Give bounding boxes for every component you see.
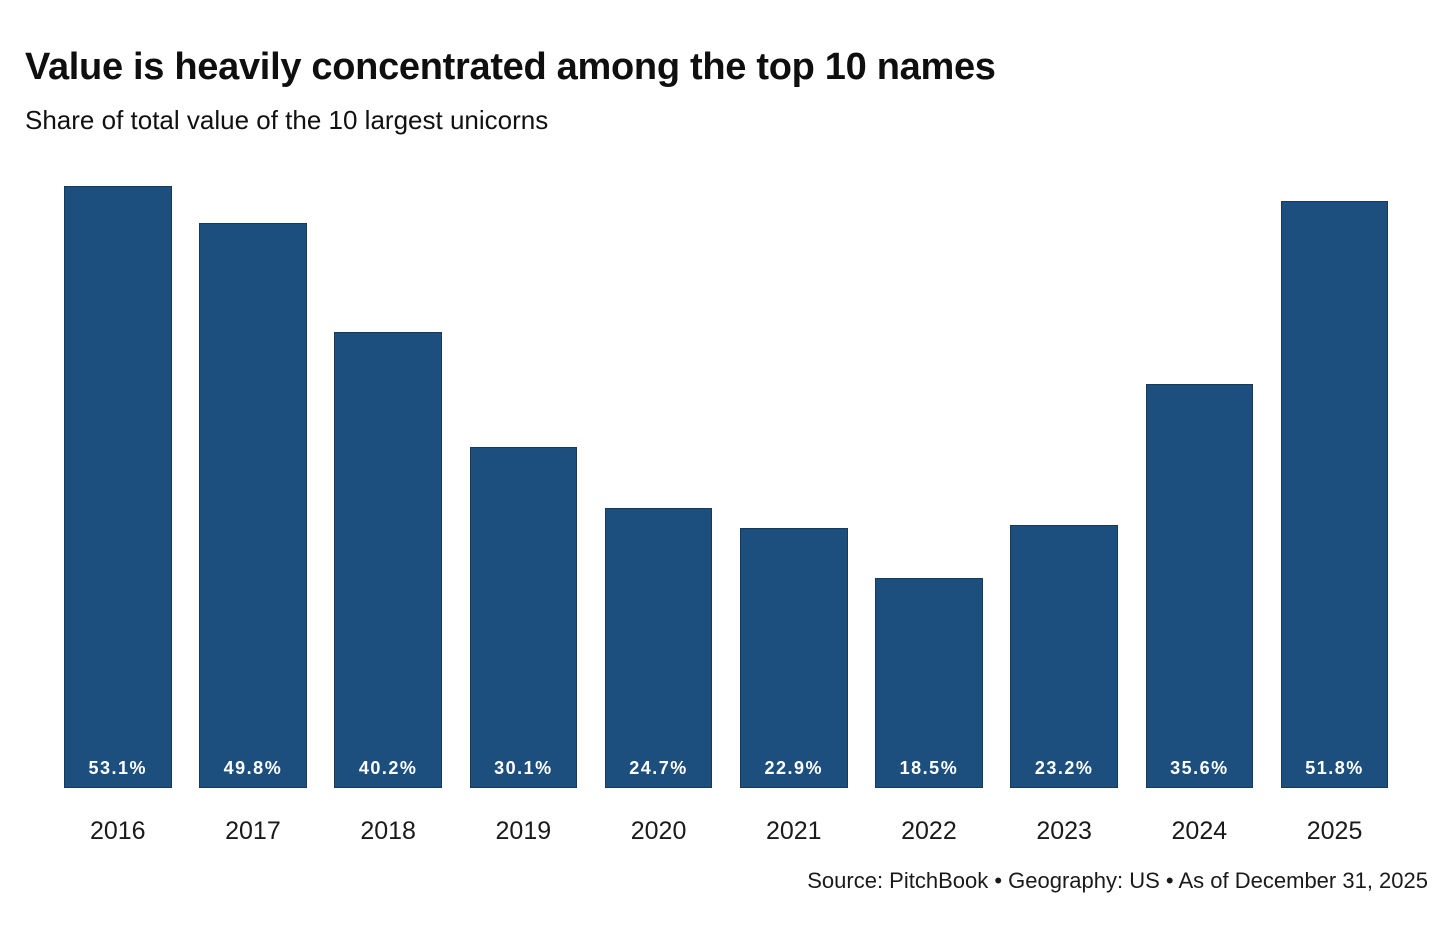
x-axis-label-2023: 2023 xyxy=(1036,817,1092,845)
bar-2018: 40.2% xyxy=(334,332,442,788)
chart-subtitle: Share of total value of the 10 largest u… xyxy=(25,105,549,135)
bar-2017: 49.8% xyxy=(199,223,307,788)
x-axis-label-2021: 2021 xyxy=(765,817,822,845)
bar-value-label-2018: 40.2% xyxy=(358,758,418,778)
x-axis-label-2019: 2019 xyxy=(495,817,552,845)
bar-value-label-2019: 30.1% xyxy=(494,758,553,778)
bar-2019: 30.1% xyxy=(469,446,578,788)
bar-2020: 24.7% xyxy=(604,508,713,788)
x-axis-label-2025: 2025 xyxy=(1306,817,1363,845)
bar-value-label-2016: 53.1% xyxy=(88,758,148,778)
bar-value-label-2023: 23.2% xyxy=(1034,758,1094,778)
chart-title: Value is heavily concentrated among the … xyxy=(25,46,996,88)
bar-value-label-2020: 24.7% xyxy=(629,758,688,778)
bar-plot-area: 53.1% 49.8% 40.2% 30.1% 24.7% 22.9% 18.5% 23.2%… xyxy=(64,186,1389,788)
bar-value-label-2024: 35.6% xyxy=(1170,758,1229,778)
bar-value-label-2017: 49.8% xyxy=(223,758,283,778)
bar-2023: 23.2% xyxy=(1010,525,1118,788)
bar-2024: 35.6% xyxy=(1145,384,1254,788)
x-axis-label-2020: 2020 xyxy=(630,817,687,845)
x-axis-label-2017: 2017 xyxy=(225,817,281,845)
bar-2016: 53.1% xyxy=(64,186,172,788)
bar-value-label-2022: 18.5% xyxy=(899,758,959,778)
bar-2021: 22.9% xyxy=(740,528,848,788)
x-axis-label-2018: 2018 xyxy=(360,817,416,845)
x-axis-label-2024: 2024 xyxy=(1171,817,1228,845)
x-axis-label-2022: 2022 xyxy=(901,817,957,845)
bar-2022: 18.5% xyxy=(875,578,983,788)
bar-2025: 51.8% xyxy=(1280,200,1389,788)
source-note: Source: PitchBook • Geography: US • As o… xyxy=(807,868,1428,893)
bar-value-label-2021: 22.9% xyxy=(764,758,824,778)
x-axis-label-2016: 2016 xyxy=(89,817,146,845)
bar-value-label-2025: 51.8% xyxy=(1305,758,1364,778)
